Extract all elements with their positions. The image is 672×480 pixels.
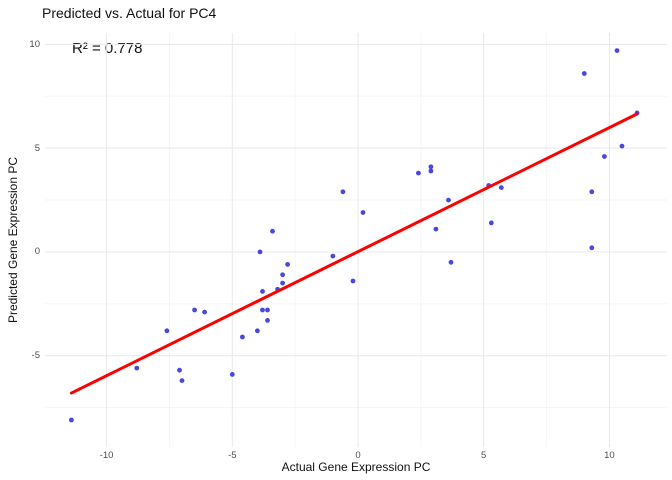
scatter-point (433, 226, 439, 232)
scatter-point (350, 278, 356, 284)
scatter-point (619, 143, 625, 149)
x-tick-label: 10 (604, 450, 615, 461)
scatter-point (448, 259, 454, 265)
scatter-point (330, 253, 336, 259)
x-tick-label: -10 (99, 450, 114, 461)
x-tick-label: -5 (228, 450, 237, 461)
y-tick-label: -5 (31, 350, 40, 362)
scatter-point (257, 249, 263, 255)
scatter-point (498, 185, 504, 191)
scatter-point (285, 262, 290, 267)
scatter-point (192, 307, 198, 313)
scatter-point (134, 365, 140, 371)
plot-panel (45, 33, 667, 447)
scatter-point (255, 328, 260, 334)
chart-title: Predicted vs. Actual for PC4 (42, 5, 217, 21)
scatter-point (260, 307, 265, 313)
scatter-point (488, 220, 494, 226)
scatter-point (260, 289, 265, 294)
scatter-point (177, 367, 182, 373)
scatter-point (428, 164, 434, 170)
x-axis-label: Actual Gene Expression PC (281, 460, 431, 474)
scatter-point (340, 189, 346, 195)
scatter-point (446, 197, 451, 203)
scatter-point (265, 318, 270, 323)
scatter-point (280, 280, 285, 286)
scatter-point (179, 378, 185, 383)
scatter-point (202, 309, 208, 315)
y-axis-label: Predicted Gene Expression PC (6, 156, 20, 324)
y-tick-label: 10 (29, 38, 40, 50)
scatter-point (270, 228, 275, 234)
scatter-point (265, 307, 270, 313)
scatter-point (589, 245, 595, 251)
scatter-point (589, 189, 595, 195)
x-tick-label: 0 (355, 450, 361, 461)
scatter-point (614, 48, 620, 53)
scatter-point (69, 417, 74, 423)
scatter-point (164, 328, 170, 334)
y-tick-label: 5 (34, 142, 40, 154)
scatter-point (360, 210, 366, 215)
scatter-point (581, 71, 587, 76)
scatter-point (416, 170, 421, 176)
scatter-point (240, 334, 245, 340)
regression-line (69, 112, 639, 395)
scatter-point (428, 168, 434, 174)
scatter-point (602, 154, 607, 159)
scatter-point (229, 372, 235, 377)
x-tick-label: 5 (481, 450, 487, 461)
y-tick-label: 0 (34, 246, 40, 258)
scatter-point (280, 272, 285, 278)
